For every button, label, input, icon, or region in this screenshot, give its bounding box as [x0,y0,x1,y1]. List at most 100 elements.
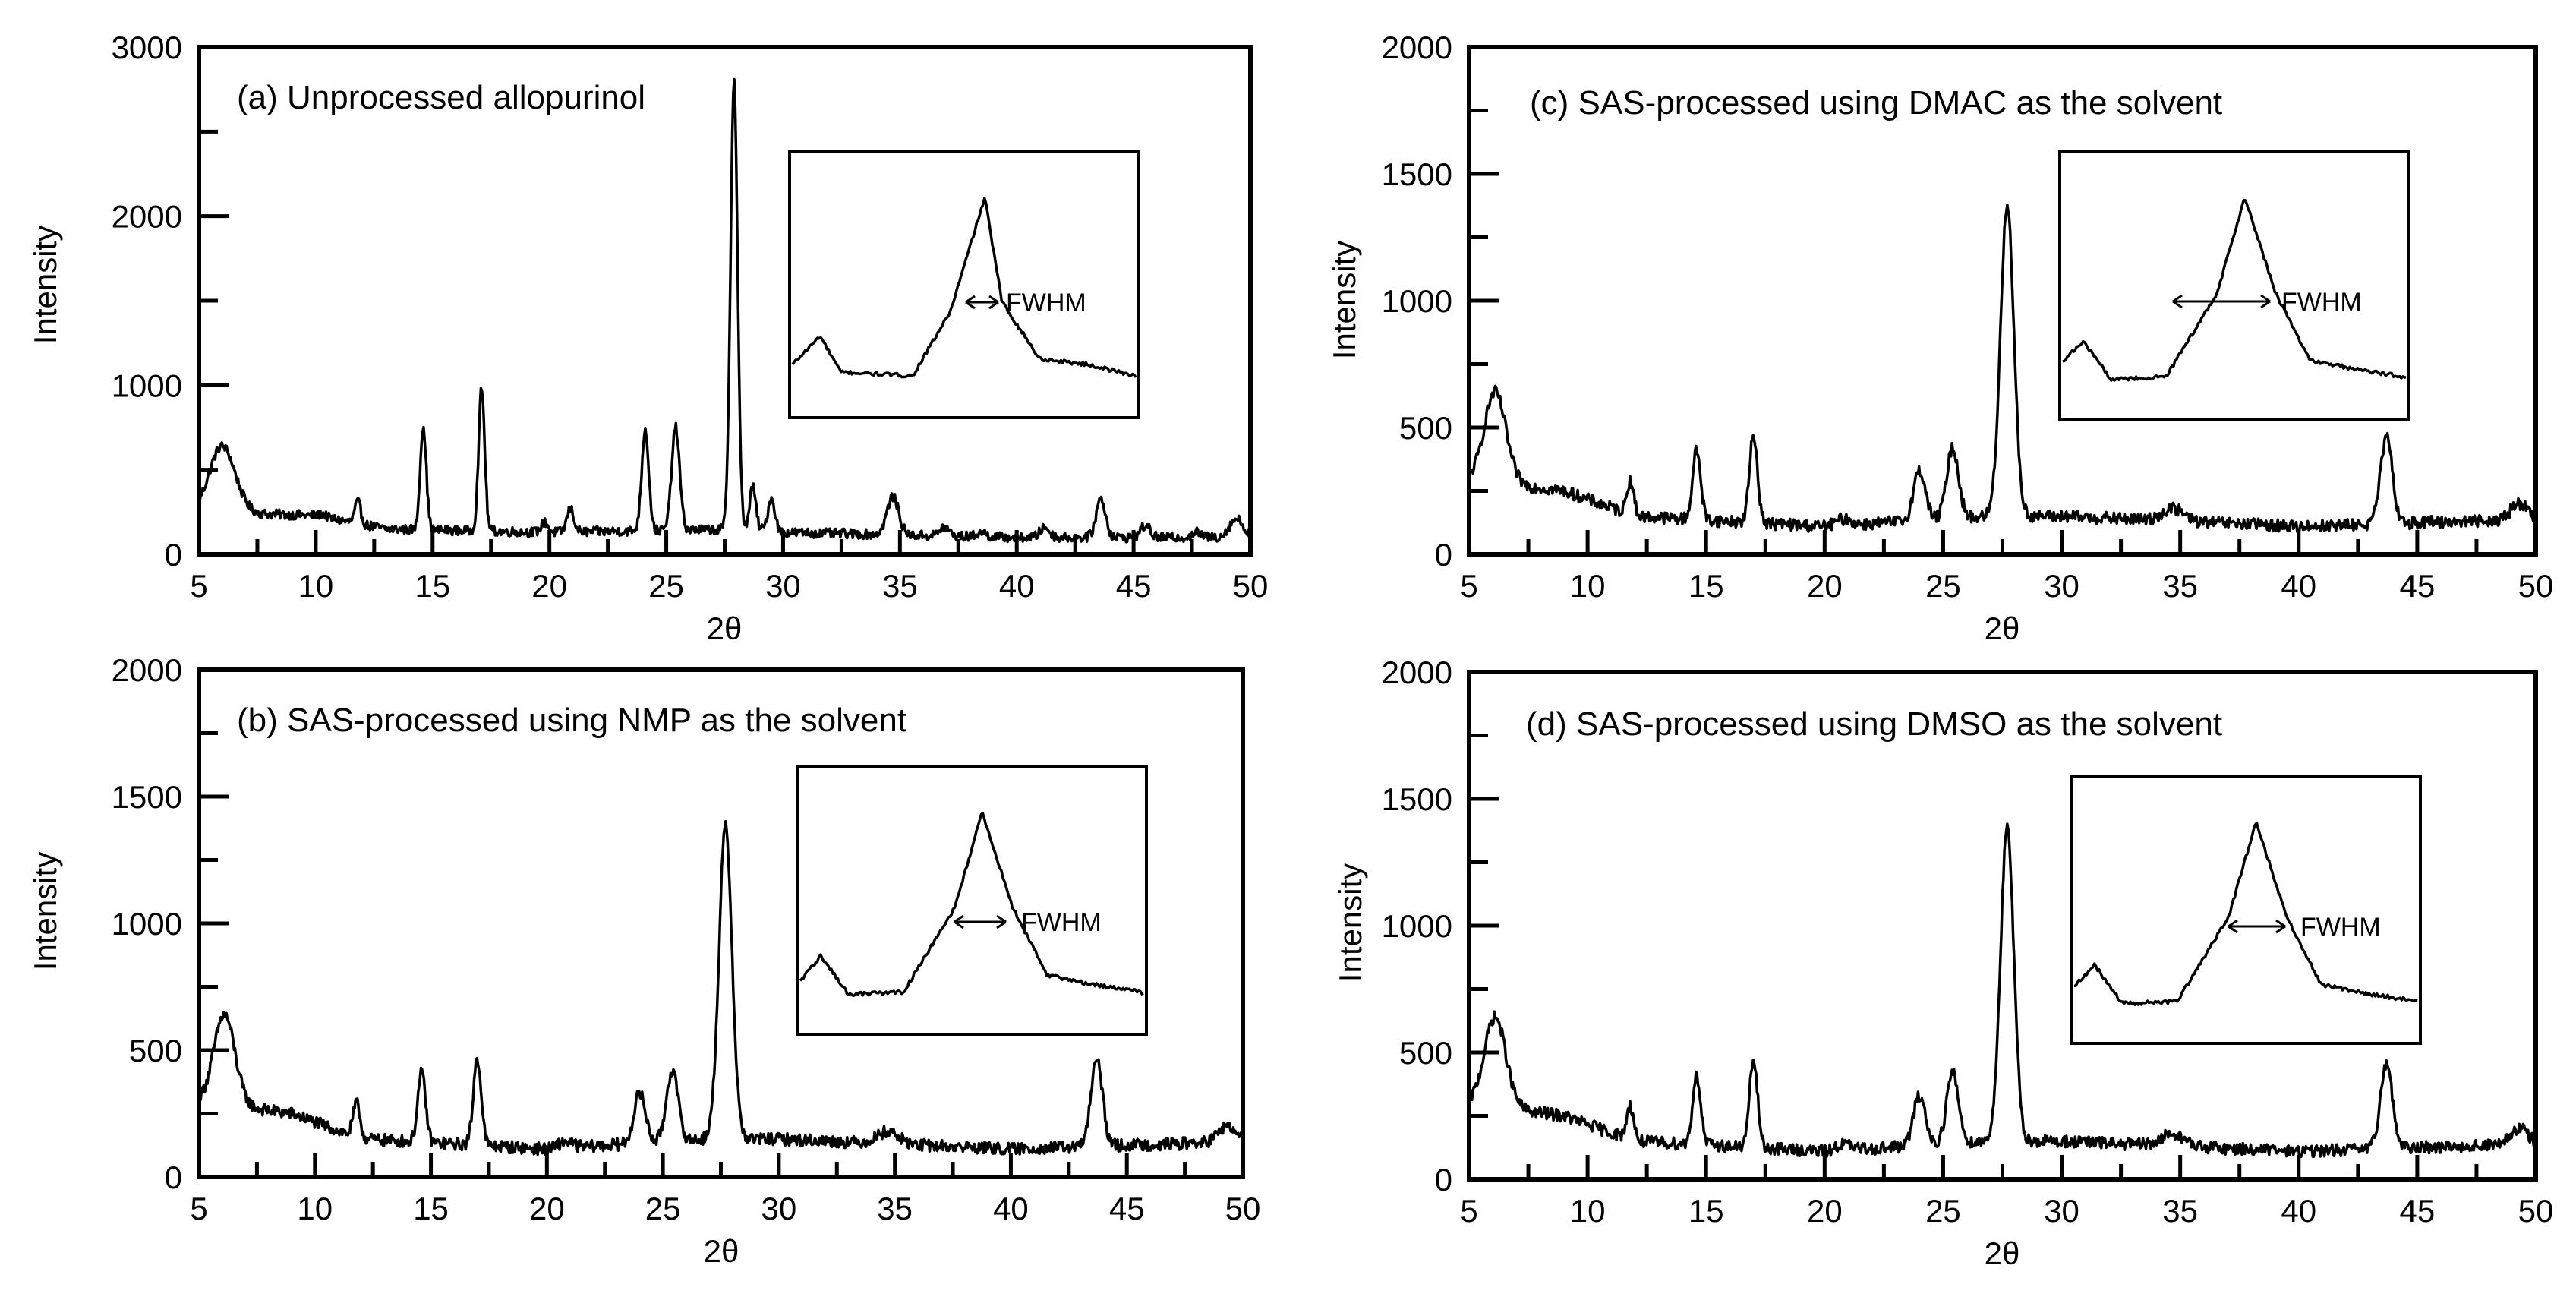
inset-trace [2062,198,2407,382]
fwhm-arrowhead-right [988,295,999,310]
y-tick-label: 500 [1399,410,1452,446]
inset-frame [796,765,1148,1036]
y-tick-label: 0 [1435,537,1452,573]
fwhm-arrowhead-right [2260,294,2271,309]
x-tick-label: 10 [1570,1193,1606,1229]
y-tick-label: 500 [129,1033,182,1068]
x-tick-label: 40 [2281,1193,2316,1229]
panel-c: 0 500 1000 1500 2000 5 10 15 20 25 30 35 40 45 50 (c)… [1326,30,2553,646]
y-axis-label: Intensity [27,852,63,970]
x-tick-label: 50 [2518,568,2554,604]
x-tick-label: 45 [1109,1191,1145,1226]
x-tick-label: 15 [1688,1193,1724,1229]
fwhm-label: FWHM [1006,289,1086,317]
fwhm-inset: FWHM [2070,775,2422,1045]
x-tick-label: 15 [1688,568,1724,604]
fwhm-inset: FWHM [2058,150,2410,421]
x-tick-label: 25 [645,1191,681,1226]
y-tick-label: 1000 [112,368,182,403]
y-tick-label: 2000 [1382,655,1452,690]
panel-d: 0 500 1000 1500 2000 5 10 15 20 25 30 35 40 45 50 (d)… [1332,655,2553,1271]
y-tick-label: 1500 [1382,781,1452,817]
x-tick-label: 35 [2162,1193,2198,1229]
diffraction-trace [197,77,1252,544]
panel-a: 0 1000 2000 3000 5 10 15 20 25 30 35 40 45 50 (a) Un… [27,30,1268,646]
x-tick-label: 5 [190,568,207,604]
x-axis-label: 2θ [707,611,743,646]
x-tick-label: 10 [297,1191,333,1226]
inset-frame [2058,150,2410,421]
x-ticks: 5 10 15 20 25 30 35 40 45 50 [1460,530,2553,604]
x-tick-label: 40 [999,568,1035,604]
y-ticks: 0 1000 2000 3000 [112,30,229,573]
y-ticks: 0 500 1000 1500 2000 [112,652,229,1195]
fwhm-label: FWHM [2300,913,2381,942]
y-tick-label: 2000 [112,199,182,235]
x-tick-label: 30 [761,1191,797,1226]
fwhm-arrowhead-right [2275,919,2286,934]
y-tick-label: 0 [1435,1162,1452,1197]
x-tick-label: 30 [765,568,801,604]
x-tick-label: 20 [1807,568,1843,604]
diffraction-trace [1468,822,2537,1159]
x-tick-label: 15 [413,1191,449,1226]
fwhm-arrowhead-right [996,914,1007,929]
fwhm-label: FWHM [1021,908,1102,937]
inset-trace [799,812,1144,998]
x-tick-label: 10 [1570,568,1606,604]
x-tick-label: 10 [298,568,334,604]
y-tick-label: 500 [1399,1035,1452,1071]
y-tick-label: 0 [165,1160,182,1195]
inset-frame [788,150,1140,419]
x-tick-label: 40 [993,1191,1029,1226]
x-ticks: 5 10 15 20 25 30 35 40 45 50 [190,530,1268,604]
y-tick-label: 1000 [1382,908,1452,944]
panel-b: 0 500 1000 1500 2000 5 10 15 20 25 30 35 40 45 50 (b)… [27,652,1260,1269]
x-tick-label: 45 [2400,1193,2436,1229]
x-tick-label: 25 [648,568,684,604]
inset-trace [791,197,1137,379]
x-tick-label: 45 [1116,568,1152,604]
diffraction-trace [1468,204,2537,534]
y-axis-label: Intensity [27,226,63,344]
x-axis-label: 2θ [1985,1235,2020,1271]
x-ticks: 5 10 15 20 25 30 35 40 45 50 [190,1153,1260,1226]
panel-title: (a) Unprocessed allopurinol [237,79,645,116]
diffraction-trace [197,819,1244,1156]
x-tick-label: 20 [1807,1193,1843,1229]
x-tick-label: 30 [2044,1193,2079,1229]
x-tick-label: 35 [882,568,918,604]
panel-title: (d) SAS-processed using DMSO as the solv… [1526,705,2222,743]
x-tick-label: 20 [531,568,567,604]
panel-title: (c) SAS-processed using DMAC as the solv… [1530,84,2222,121]
y-tick-label: 2000 [1382,30,1452,65]
y-ticks: 0 500 1000 1500 2000 [1382,655,1499,1197]
fwhm-arrowhead-left [954,914,964,929]
fwhm-label: FWHM [2281,288,2362,317]
x-tick-label: 50 [1225,1191,1261,1226]
x-tick-label: 5 [1460,568,1477,604]
x-tick-label: 15 [415,568,450,604]
fwhm-arrowhead-left [2172,294,2183,309]
x-tick-label: 30 [2044,568,2079,604]
fwhm-inset: FWHM [796,765,1148,1036]
x-tick-label: 5 [1460,1193,1477,1229]
inset-trace [2073,822,2418,1006]
y-ticks: 0 500 1000 1500 2000 [1382,30,1499,573]
y-axis-label: Intensity [1326,241,1362,359]
x-tick-label: 25 [1925,1193,1961,1229]
x-axis-label: 2θ [1985,611,2020,646]
y-tick-label: 0 [165,537,182,573]
y-axis-label: Intensity [1332,863,1368,982]
x-tick-label: 50 [1233,568,1269,604]
x-axis-label: 2θ [704,1233,739,1269]
y-tick-label: 1000 [1382,283,1452,319]
panel-title: (b) SAS-processed using NMP as the solve… [237,702,906,739]
x-ticks: 5 10 15 20 25 30 35 40 45 50 [1460,1155,2553,1229]
x-tick-label: 35 [2162,568,2198,604]
y-tick-label: 1500 [112,779,182,815]
y-tick-label: 1500 [1382,156,1452,192]
fwhm-arrowhead-left [965,295,976,310]
y-tick-label: 3000 [112,30,182,65]
